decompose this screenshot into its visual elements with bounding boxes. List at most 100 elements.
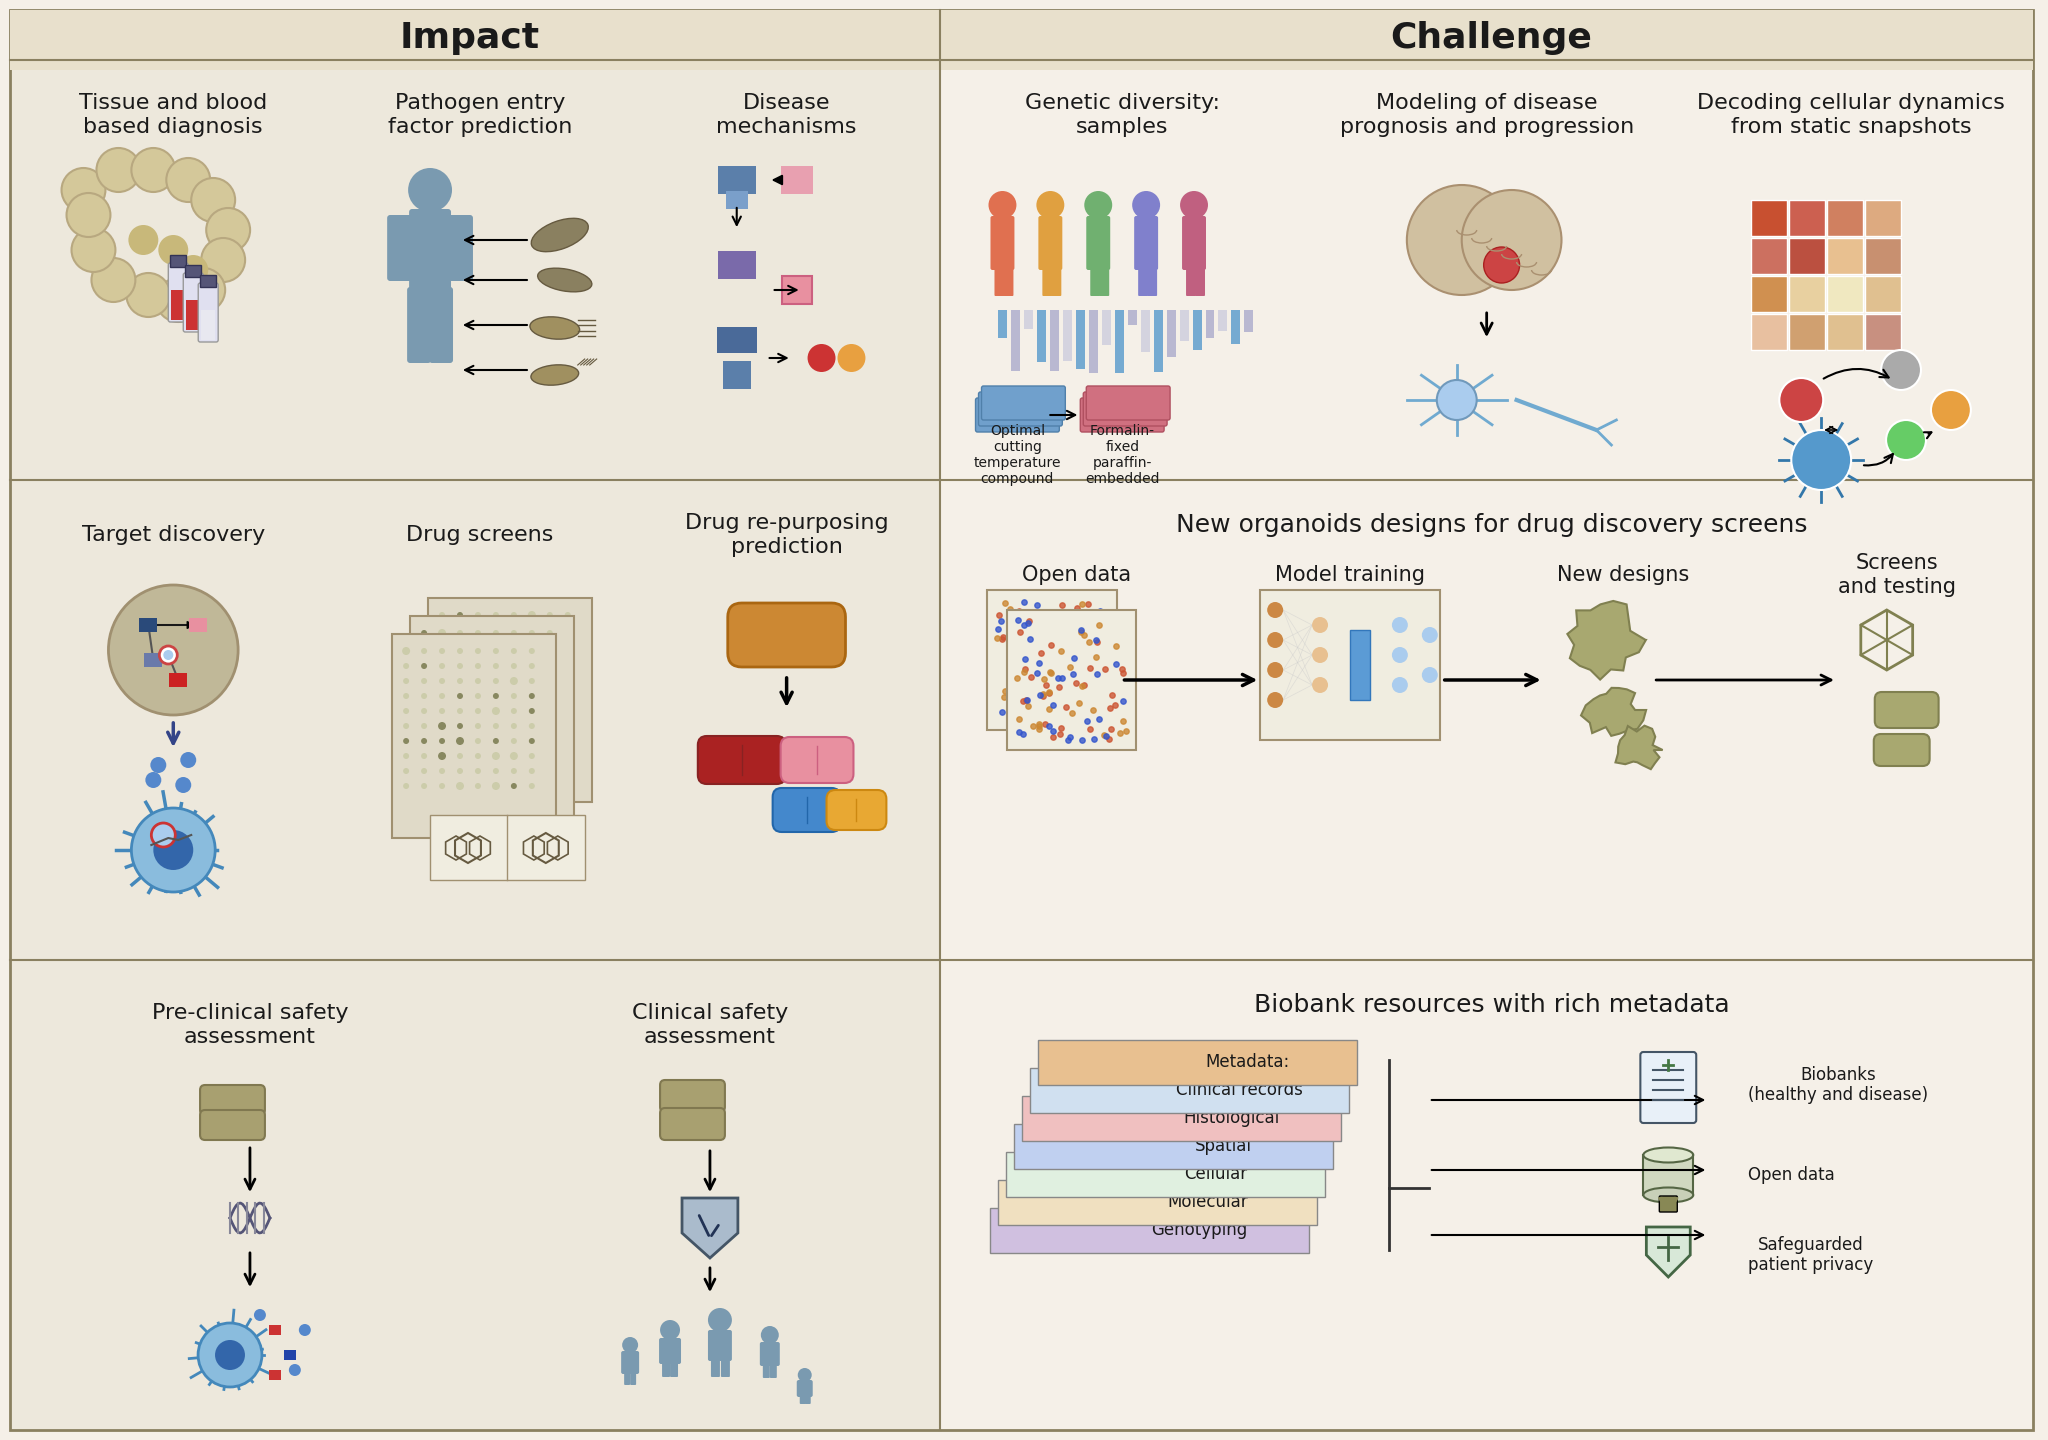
Circle shape [494, 717, 500, 723]
Point [1022, 661, 1055, 684]
Circle shape [457, 687, 463, 693]
Text: Disease
mechanisms: Disease mechanisms [717, 94, 856, 137]
Circle shape [438, 672, 444, 678]
Text: Safeguarded
patient privacy: Safeguarded patient privacy [1749, 1236, 1874, 1274]
Circle shape [510, 675, 516, 681]
FancyBboxPatch shape [780, 166, 813, 194]
Circle shape [563, 657, 571, 664]
Point [1010, 688, 1042, 711]
FancyBboxPatch shape [717, 251, 756, 279]
Point [989, 592, 1022, 615]
Bar [1231, 310, 1241, 340]
Circle shape [510, 732, 518, 739]
FancyBboxPatch shape [268, 1369, 281, 1380]
Circle shape [475, 648, 481, 654]
Point [1061, 618, 1094, 641]
Point [997, 704, 1030, 727]
Circle shape [547, 657, 553, 664]
Point [1028, 667, 1061, 690]
Polygon shape [682, 1198, 737, 1259]
Point [1001, 609, 1034, 632]
Circle shape [762, 1326, 778, 1344]
Point [1008, 690, 1040, 713]
Circle shape [401, 752, 410, 760]
Circle shape [475, 768, 481, 775]
Point [1077, 727, 1110, 750]
Circle shape [528, 723, 535, 729]
Bar [1790, 314, 1825, 350]
Point [1012, 688, 1044, 711]
FancyBboxPatch shape [1030, 1068, 1350, 1113]
Circle shape [547, 642, 553, 648]
Circle shape [475, 642, 481, 648]
FancyBboxPatch shape [1135, 216, 1157, 271]
Text: Pathogen entry
factor prediction: Pathogen entry factor prediction [387, 94, 571, 137]
FancyBboxPatch shape [662, 1361, 670, 1377]
Circle shape [475, 765, 481, 770]
FancyBboxPatch shape [188, 618, 207, 632]
Bar [1751, 238, 1788, 274]
Circle shape [528, 645, 535, 651]
Circle shape [438, 687, 444, 693]
Circle shape [408, 168, 453, 212]
Circle shape [131, 808, 215, 891]
Circle shape [403, 678, 410, 684]
Circle shape [475, 717, 481, 723]
Circle shape [182, 268, 225, 312]
Circle shape [494, 687, 500, 693]
Bar [170, 255, 186, 266]
Circle shape [422, 660, 428, 665]
Text: Molecular: Molecular [1167, 1192, 1247, 1211]
Bar [10, 10, 940, 71]
Circle shape [422, 720, 428, 726]
Point [1032, 681, 1065, 704]
Circle shape [438, 657, 444, 662]
Ellipse shape [539, 268, 592, 292]
Point [1044, 716, 1077, 739]
Circle shape [422, 645, 428, 651]
FancyBboxPatch shape [991, 216, 1014, 271]
FancyBboxPatch shape [659, 1080, 725, 1112]
Text: Impact: Impact [399, 22, 541, 55]
Circle shape [475, 645, 481, 651]
Circle shape [457, 706, 463, 711]
Circle shape [438, 675, 444, 681]
Point [1075, 680, 1108, 703]
Point [1104, 721, 1137, 744]
Circle shape [494, 693, 500, 698]
Circle shape [401, 768, 410, 775]
Point [1016, 693, 1049, 716]
Circle shape [438, 626, 444, 634]
Point [1024, 684, 1057, 707]
Circle shape [494, 734, 500, 742]
Circle shape [528, 675, 535, 681]
Circle shape [528, 747, 535, 753]
Bar [201, 310, 215, 340]
FancyBboxPatch shape [997, 1179, 1317, 1225]
Circle shape [1780, 379, 1823, 422]
Circle shape [422, 631, 428, 636]
Point [989, 680, 1022, 703]
Circle shape [92, 258, 135, 302]
Circle shape [1438, 380, 1477, 420]
Point [1010, 647, 1042, 670]
Circle shape [547, 720, 553, 726]
Circle shape [158, 235, 188, 265]
FancyBboxPatch shape [711, 1358, 721, 1377]
FancyBboxPatch shape [723, 361, 752, 389]
Circle shape [438, 747, 444, 753]
Circle shape [1931, 390, 1970, 431]
Circle shape [438, 750, 444, 756]
Circle shape [528, 720, 535, 726]
Point [1049, 608, 1081, 631]
Circle shape [438, 642, 444, 648]
Circle shape [475, 706, 481, 711]
Point [1016, 714, 1049, 737]
Circle shape [475, 660, 481, 665]
Circle shape [403, 662, 410, 670]
Point [1036, 726, 1069, 749]
Point [1010, 657, 1042, 680]
Circle shape [457, 783, 463, 789]
Point [1081, 631, 1114, 654]
Circle shape [547, 626, 553, 634]
